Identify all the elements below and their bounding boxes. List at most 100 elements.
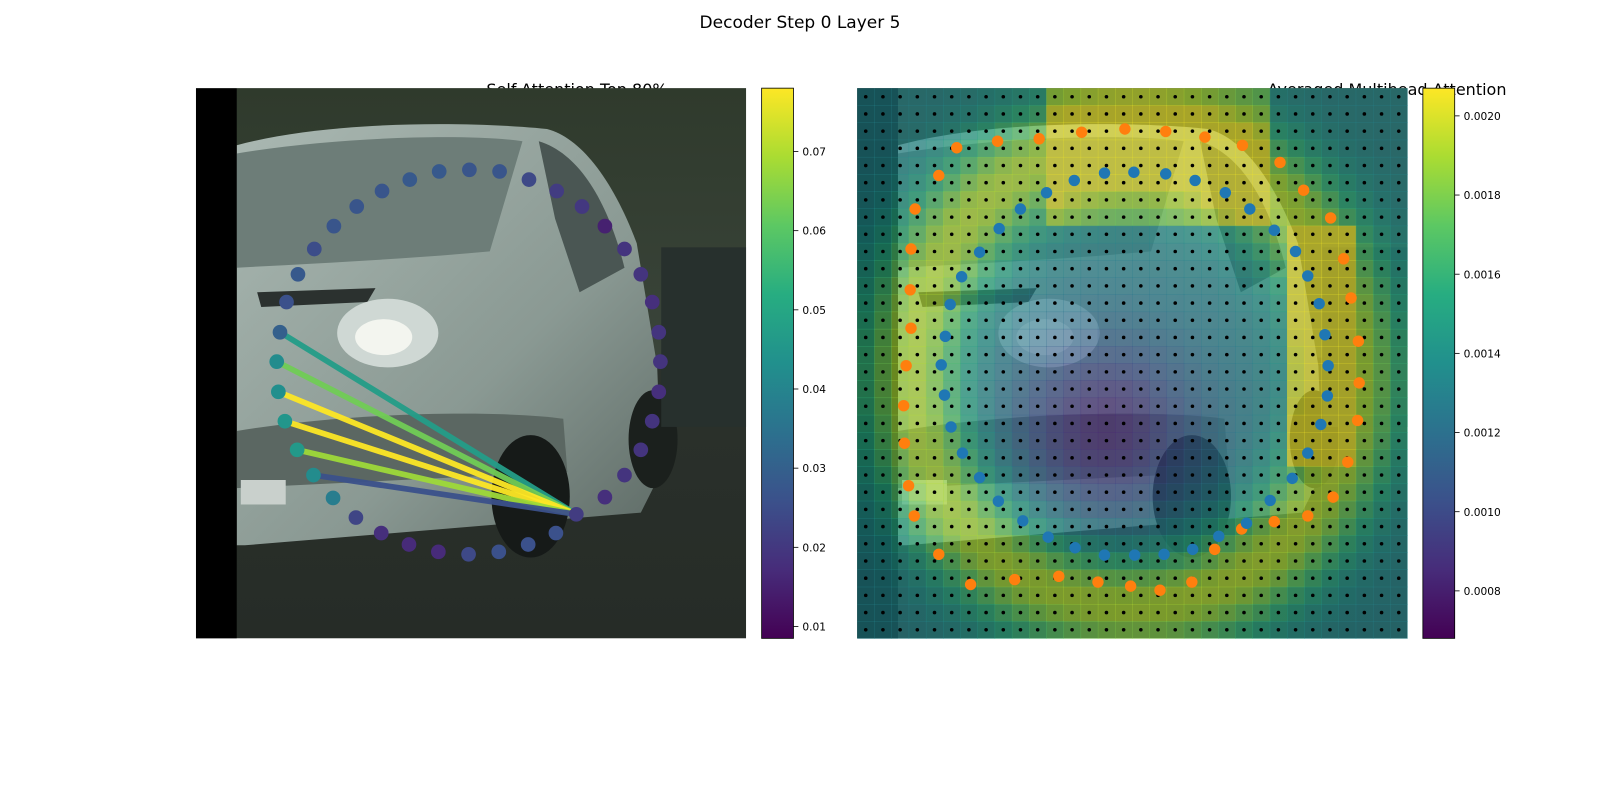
grid-dot — [1190, 94, 1195, 99]
grid-dot — [967, 215, 971, 219]
grid-dot — [1259, 215, 1263, 219]
grid-dot — [915, 524, 920, 529]
grid-dot — [967, 112, 971, 116]
grid-dot — [915, 129, 920, 133]
grid-dot — [1121, 215, 1126, 219]
grid-dot — [1396, 215, 1401, 219]
grid-dot — [1070, 576, 1074, 580]
contour-point — [617, 467, 632, 483]
grid-dot — [1121, 163, 1126, 168]
contour-point — [272, 324, 288, 340]
grid-dot — [881, 456, 885, 460]
grid-dot — [1396, 593, 1401, 598]
grid-dot — [1173, 593, 1178, 598]
contour-point — [373, 525, 389, 541]
grid-dot — [1121, 404, 1126, 409]
grid-dot — [1001, 249, 1006, 254]
series-point — [1321, 390, 1334, 402]
grid-dot — [1156, 352, 1160, 357]
grid-dot — [1225, 146, 1229, 151]
grid-dot — [984, 112, 988, 116]
colorbar-tick-label: 0.07 — [802, 146, 826, 159]
grid-dot — [1362, 370, 1367, 374]
grid-dot — [1328, 352, 1332, 357]
grid-dot — [1139, 232, 1143, 237]
grid-dot — [1259, 318, 1263, 323]
grid-dot — [881, 404, 885, 409]
series-point — [992, 495, 1005, 507]
grid-dot — [932, 387, 937, 391]
grid-dot — [1018, 507, 1023, 512]
grid-dot — [1362, 180, 1367, 185]
grid-dot — [932, 524, 937, 529]
grid-dot — [915, 559, 920, 563]
contour-point — [277, 413, 293, 429]
grid-dot — [1018, 249, 1023, 254]
grid-dot — [1018, 232, 1023, 237]
grid-dot — [1173, 542, 1178, 546]
grid-dot — [1310, 215, 1315, 219]
grid-dot — [1053, 421, 1057, 426]
grid-dot — [1293, 524, 1298, 529]
grid-dot — [1156, 456, 1160, 460]
grid-dot — [1276, 301, 1281, 305]
grid-dot — [1225, 284, 1229, 288]
grid-dot — [1396, 456, 1401, 460]
grid-dot — [1121, 284, 1126, 288]
series-point — [1208, 543, 1221, 556]
grid-dot — [1207, 370, 1212, 374]
grid-dot — [1328, 232, 1332, 237]
series-point — [935, 359, 947, 371]
grid-dot — [967, 559, 971, 563]
grid-dot — [1121, 352, 1126, 357]
grid-dot — [1293, 387, 1298, 391]
grid-dot — [1293, 559, 1298, 563]
grid-dot — [1053, 112, 1057, 116]
grid-dot — [1242, 112, 1246, 116]
grid-dot — [1053, 473, 1057, 477]
grid-dot — [863, 559, 868, 563]
colorbar-tick-label: 0.0018 — [1464, 189, 1501, 202]
grid-dot — [1087, 627, 1092, 632]
grid-dot — [1242, 610, 1246, 615]
grid-dot — [1173, 490, 1178, 495]
grid-dot — [1396, 576, 1401, 580]
grid-dot — [1053, 180, 1057, 185]
grid-dot — [1001, 593, 1006, 598]
grid-dot — [1310, 524, 1315, 529]
grid-dot — [1207, 542, 1212, 546]
grid-dot — [1001, 370, 1006, 374]
series-point — [991, 135, 1004, 147]
grid-dot — [1225, 352, 1229, 357]
grid-dot — [1156, 112, 1160, 116]
grid-dot — [1225, 301, 1229, 305]
contour-point — [431, 164, 447, 179]
grid-dot — [1293, 112, 1298, 116]
grid-dot — [1070, 318, 1074, 323]
grid-dot — [1328, 507, 1332, 512]
grid-dot — [1328, 559, 1332, 563]
grid-dot — [1225, 318, 1229, 323]
grid-dot — [967, 163, 971, 168]
grid-dot — [967, 438, 971, 443]
grid-dot — [1139, 112, 1143, 116]
series-point — [1337, 253, 1350, 265]
grid-dot — [949, 129, 954, 133]
grid-dot — [1345, 627, 1349, 632]
grid-dot — [1379, 490, 1384, 495]
grid-dot — [1104, 370, 1109, 374]
grid-dot — [1345, 559, 1349, 563]
grid-dot — [1053, 266, 1057, 271]
grid-dot — [1035, 387, 1040, 391]
grid-dot — [881, 610, 885, 615]
grid-dot — [1379, 335, 1384, 340]
grid-dot — [1070, 524, 1074, 529]
grid-dot — [1259, 507, 1263, 512]
grid-dot — [881, 318, 885, 323]
grid-dot — [1070, 335, 1074, 340]
grid-dot — [1207, 473, 1212, 477]
grid-dot — [932, 473, 937, 477]
grid-dot — [1104, 627, 1109, 632]
grid-dot — [1173, 112, 1178, 116]
grid-dot — [863, 163, 868, 168]
